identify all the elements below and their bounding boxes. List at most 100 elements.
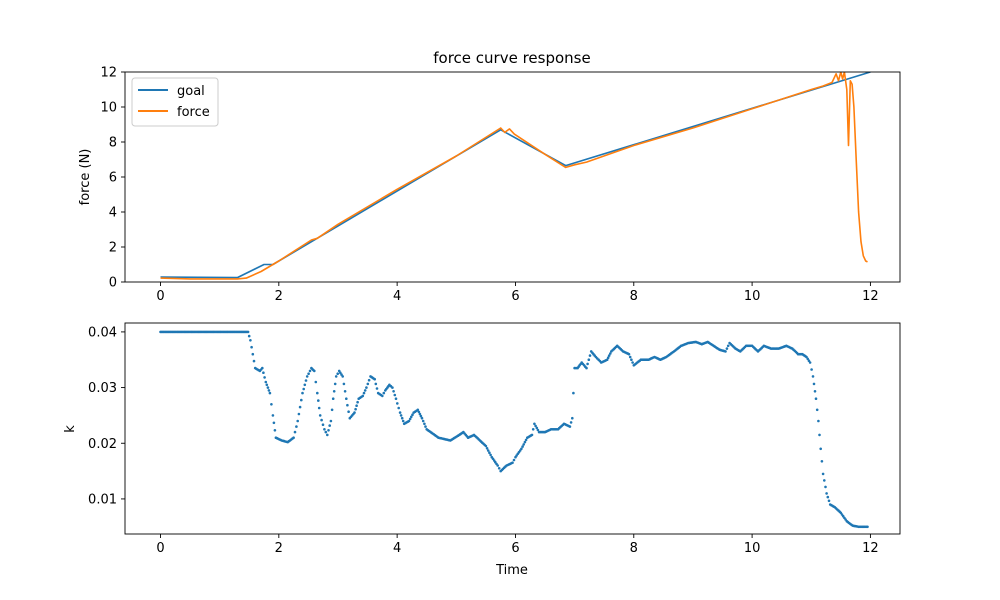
data-point — [812, 382, 816, 386]
y-tick-label: 0 — [109, 276, 117, 291]
force-axis-ticks: 0 2 4 6 8 10 12 0 2 4 6 8 10 12 — [100, 66, 901, 304]
data-point — [261, 366, 264, 370]
axes-frame — [124, 322, 901, 535]
data-point — [300, 398, 303, 402]
data-point — [421, 419, 425, 423]
data-point — [534, 424, 537, 428]
data-point — [628, 355, 632, 359]
series-points — [159, 330, 869, 529]
y-tick-label: 12 — [100, 66, 117, 81]
x-tick-label: 12 — [862, 541, 879, 556]
data-point — [627, 352, 631, 356]
data-point — [272, 421, 276, 425]
data-point — [572, 391, 575, 395]
data-point — [587, 358, 591, 362]
data-point — [381, 394, 384, 398]
force-plot-area — [160, 72, 871, 280]
data-point — [313, 369, 316, 373]
data-point — [609, 352, 612, 355]
data-point — [417, 410, 421, 414]
x-tick-label: 2 — [275, 289, 283, 304]
force-chart: force curve response 0 2 4 6 8 10 12024681012 … — [78, 49, 901, 304]
data-point — [398, 411, 402, 414]
k-chart: 0 2 4 6 8 10 12 0.01 0.02 0.03 0.04 Time k — [63, 322, 901, 578]
data-point — [265, 383, 269, 387]
data-point — [252, 359, 256, 363]
data-point — [334, 375, 338, 378]
data-point — [586, 362, 589, 366]
data-point — [396, 402, 399, 405]
data-point — [522, 443, 525, 446]
data-point — [297, 412, 301, 416]
data-point — [420, 416, 424, 420]
data-point — [347, 410, 350, 414]
y-tick-label: 0.03 — [88, 381, 117, 396]
data-point — [814, 397, 818, 401]
data-point — [511, 461, 514, 465]
data-point — [400, 416, 404, 420]
data-point — [391, 386, 394, 389]
data-point — [489, 453, 492, 457]
data-point — [346, 403, 349, 407]
x-tick-label: 10 — [744, 289, 761, 304]
data-point — [399, 414, 403, 417]
y-axis-label: k — [63, 425, 78, 433]
data-point — [568, 425, 572, 428]
data-point — [496, 464, 500, 467]
data-point — [327, 429, 330, 432]
data-point — [866, 525, 869, 529]
data-point — [817, 419, 820, 423]
x-tick-label: 2 — [275, 541, 283, 556]
data-point — [342, 382, 346, 386]
data-point — [497, 467, 501, 470]
y-tick-label: 0.01 — [88, 492, 117, 507]
data-point — [250, 345, 253, 349]
data-point — [605, 358, 609, 362]
data-point — [307, 372, 310, 376]
data-point — [355, 404, 358, 408]
data-point — [367, 378, 371, 382]
data-point — [813, 390, 817, 393]
x-tick-label: 0 — [156, 289, 164, 304]
data-point — [301, 391, 304, 395]
y-tick-label: 8 — [109, 136, 117, 151]
data-point — [332, 390, 336, 393]
data-point — [341, 375, 345, 378]
x-tick-label: 4 — [393, 541, 401, 556]
data-point — [571, 416, 574, 420]
data-point — [264, 380, 268, 384]
data-point — [411, 413, 414, 417]
data-point — [815, 408, 819, 412]
plot-content — [160, 72, 871, 280]
data-point — [365, 386, 368, 389]
data-point — [524, 438, 528, 442]
data-point — [419, 414, 423, 418]
data-point — [308, 369, 312, 373]
data-point — [392, 390, 395, 393]
data-point — [726, 344, 730, 348]
data-point — [825, 492, 828, 495]
data-point — [630, 358, 633, 362]
data-point — [331, 397, 335, 401]
data-point — [394, 397, 398, 401]
y-axis-label: force (N) — [78, 149, 93, 206]
data-point — [535, 426, 539, 430]
data-point — [820, 460, 824, 463]
x-tick-label: 10 — [744, 541, 761, 556]
data-point — [488, 451, 491, 455]
data-point — [375, 387, 379, 390]
data-point — [808, 361, 812, 364]
data-point — [397, 406, 401, 410]
data-point — [268, 391, 272, 395]
data-point — [824, 485, 827, 489]
data-point — [588, 354, 592, 357]
data-point — [821, 472, 825, 476]
data-point — [724, 350, 727, 353]
k-plot-area — [159, 330, 869, 529]
data-point — [486, 449, 490, 452]
data-point — [410, 415, 413, 419]
plot-content — [159, 330, 869, 529]
data-point — [263, 376, 266, 379]
data-point — [823, 479, 826, 482]
data-point — [321, 423, 325, 427]
